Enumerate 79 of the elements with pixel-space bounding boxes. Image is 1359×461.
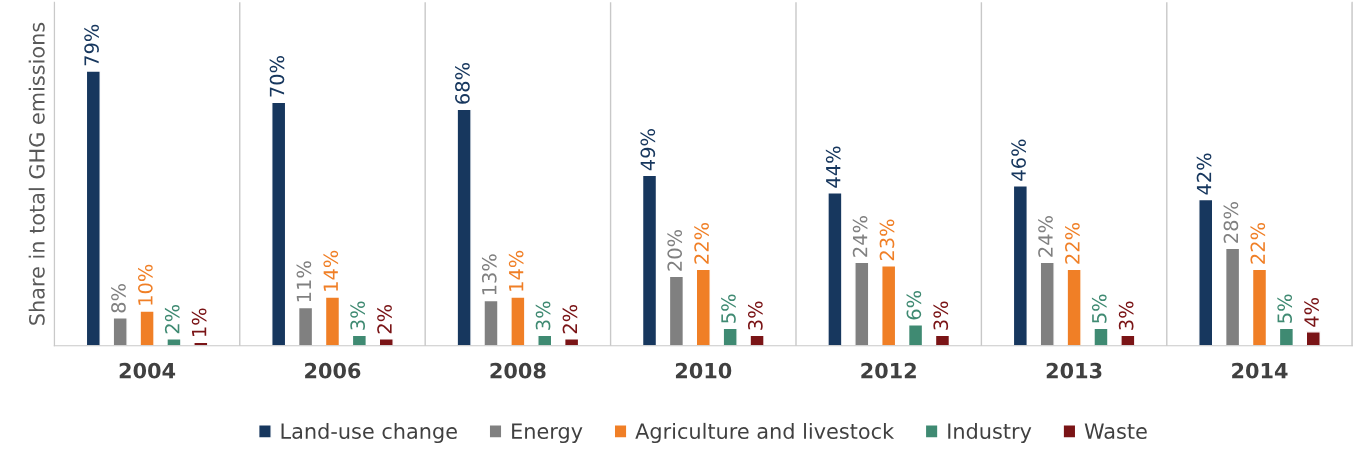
data-label: 79%: [84, 24, 99, 66]
data-label: 2%: [164, 304, 180, 334]
data-label: 44%: [825, 146, 841, 188]
data-label: 2%: [377, 304, 392, 334]
bar: [378, 338, 394, 346]
bar: [563, 338, 580, 346]
data-label: 10%: [138, 264, 153, 305]
bar: [641, 174, 658, 346]
data-label: 14%: [323, 250, 339, 291]
y-axis-title: Share in total GHG emissions: [28, 22, 45, 325]
bar: [456, 108, 472, 346]
bar: [827, 192, 843, 346]
x-tick-label: 2013: [1046, 362, 1102, 379]
bar: [1039, 261, 1055, 346]
data-label: 5%: [1277, 294, 1293, 323]
data-label: 5%: [721, 294, 736, 323]
data-label: 22%: [1250, 222, 1266, 264]
bar: [854, 261, 870, 346]
x-tick-label: 2014: [1232, 362, 1288, 379]
x-tick-label: 2008: [490, 362, 546, 379]
bar: [1224, 247, 1241, 346]
bar: [1305, 331, 1321, 346]
bar: [1120, 334, 1136, 346]
data-label: 13%: [481, 254, 497, 295]
x-tick-label: 2004: [119, 362, 176, 379]
bar: [510, 296, 526, 346]
data-label: 68%: [455, 62, 470, 104]
bar: [1066, 268, 1082, 346]
bar: [722, 327, 738, 346]
bar: [297, 306, 314, 346]
data-label: 23%: [879, 219, 895, 261]
x-tick-label: 2006: [305, 362, 361, 379]
bar: [668, 275, 685, 346]
data-label: 3%: [350, 301, 365, 330]
x-tick-label: 2010: [675, 362, 732, 379]
bar: [139, 310, 155, 346]
x-tick-label: 2012: [861, 362, 916, 379]
data-label: 22%: [1065, 222, 1080, 264]
bar: [1012, 185, 1028, 346]
data-label: 3%: [535, 301, 551, 330]
data-label: 20%: [667, 229, 683, 271]
bar: [1198, 198, 1214, 346]
data-label: 3%: [933, 301, 949, 330]
bar: [695, 268, 711, 346]
data-label: 42%: [1196, 153, 1212, 195]
data-label: 1%: [191, 308, 207, 337]
bar: [907, 324, 924, 346]
bar: [85, 70, 101, 346]
data-label: 24%: [1038, 216, 1053, 257]
data-label: 49%: [640, 129, 656, 171]
data-label: 5%: [1091, 294, 1107, 323]
bar: [1278, 327, 1295, 346]
data-label: 3%: [1118, 301, 1134, 330]
legend-label: Industry: [948, 422, 1032, 444]
data-label: 70%: [269, 56, 285, 97]
data-label: 14%: [508, 250, 524, 291]
data-label: 24%: [852, 216, 868, 257]
data-label: 4%: [1304, 297, 1319, 327]
bar: [1251, 268, 1268, 346]
bar: [112, 317, 128, 346]
data-label: 11%: [296, 261, 312, 302]
bar: [483, 299, 499, 346]
bar: [271, 101, 287, 346]
data-label: 3%: [747, 301, 763, 330]
data-label: 8%: [111, 284, 126, 313]
bar: [749, 334, 765, 346]
data-label: 2%: [562, 304, 578, 334]
bar: [881, 265, 897, 346]
legend-label: Waste: [1084, 423, 1147, 440]
bar: [1093, 327, 1109, 346]
legend-label: Energy: [512, 423, 583, 444]
data-label: 6%: [906, 290, 922, 320]
data-label: 22%: [694, 222, 709, 264]
bar: [324, 296, 341, 346]
legend-label: Agriculture and livestock: [635, 422, 895, 444]
data-label: 46%: [1011, 139, 1026, 181]
bar: [166, 338, 182, 346]
data-label: 28%: [1223, 202, 1239, 243]
legend-label: Land-use change: [281, 422, 457, 444]
